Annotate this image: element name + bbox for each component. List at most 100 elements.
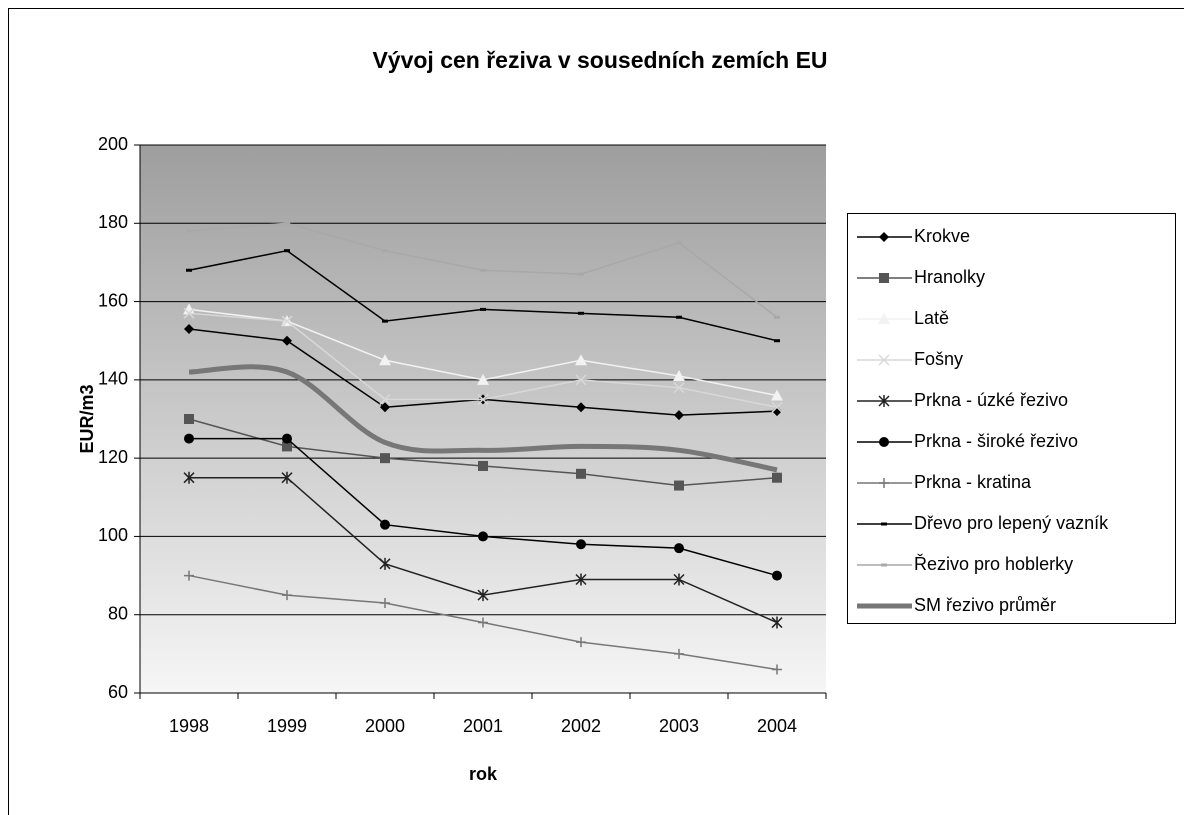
marker bbox=[183, 303, 195, 315]
marker bbox=[576, 402, 586, 413]
marker bbox=[186, 268, 192, 272]
marker bbox=[183, 471, 195, 484]
marker bbox=[879, 273, 889, 283]
marker bbox=[282, 441, 292, 452]
marker bbox=[881, 522, 887, 526]
marker bbox=[774, 315, 780, 319]
y-tick-label: 120 bbox=[98, 447, 128, 467]
x-tick-label: 2004 bbox=[757, 716, 797, 736]
marker bbox=[772, 570, 782, 581]
marker bbox=[878, 354, 890, 366]
marker bbox=[284, 221, 290, 225]
y-tick-label: 80 bbox=[108, 603, 128, 623]
marker bbox=[380, 402, 390, 413]
marker bbox=[575, 354, 587, 366]
marker bbox=[674, 543, 684, 554]
marker bbox=[576, 539, 586, 550]
legend-label: Dřevo pro lepený vazník bbox=[914, 513, 1109, 533]
marker bbox=[379, 354, 391, 366]
marker bbox=[282, 335, 292, 346]
x-axis-label: rok bbox=[469, 764, 498, 784]
marker bbox=[380, 519, 390, 530]
marker bbox=[771, 616, 783, 629]
x-tick-label: 2002 bbox=[561, 716, 601, 736]
marker bbox=[879, 232, 889, 242]
marker bbox=[184, 570, 194, 581]
marker bbox=[578, 272, 584, 276]
marker bbox=[282, 590, 292, 601]
marker bbox=[772, 664, 782, 675]
y-tick-label: 200 bbox=[98, 134, 128, 154]
marker bbox=[184, 433, 194, 444]
legend-label: Řezivo pro hoblerky bbox=[914, 554, 1073, 574]
marker bbox=[282, 433, 292, 444]
marker bbox=[771, 401, 783, 413]
marker bbox=[379, 393, 391, 405]
legend-label: Prkna - široké řezivo bbox=[914, 431, 1078, 451]
x-tick-label: 2003 bbox=[659, 716, 699, 736]
marker bbox=[477, 393, 489, 405]
marker bbox=[184, 323, 194, 334]
marker bbox=[281, 315, 293, 327]
marker bbox=[676, 241, 682, 245]
legend-label: Prkna - úzké řezivo bbox=[914, 390, 1068, 410]
y-tick-label: 180 bbox=[98, 212, 128, 232]
marker bbox=[478, 617, 488, 628]
marker bbox=[879, 437, 889, 447]
marker bbox=[881, 563, 887, 567]
marker bbox=[878, 313, 890, 324]
legend bbox=[847, 213, 1176, 624]
x-tick-label: 1998 bbox=[169, 716, 209, 736]
x-tick-label: 1999 bbox=[267, 716, 307, 736]
marker bbox=[477, 373, 489, 385]
marker bbox=[379, 557, 391, 570]
marker bbox=[575, 374, 587, 386]
marker bbox=[480, 268, 486, 272]
marker bbox=[576, 637, 586, 648]
marker bbox=[674, 480, 684, 491]
x-tick-label: 2000 bbox=[365, 716, 405, 736]
legend-label: SM řezivo průměr bbox=[914, 595, 1056, 615]
marker bbox=[878, 395, 890, 407]
marker bbox=[879, 478, 889, 488]
plot-area bbox=[140, 145, 826, 693]
marker bbox=[673, 369, 685, 381]
y-tick-label: 160 bbox=[98, 290, 128, 310]
marker bbox=[673, 382, 685, 394]
y-tick-label: 140 bbox=[98, 369, 128, 389]
y-axis-label: EUR/m3 bbox=[77, 384, 97, 453]
marker bbox=[480, 307, 486, 311]
series-line bbox=[188, 364, 778, 473]
marker bbox=[771, 389, 783, 401]
marker bbox=[772, 472, 782, 483]
marker bbox=[382, 249, 388, 253]
marker bbox=[186, 229, 192, 233]
marker bbox=[382, 319, 388, 323]
legend-label: Fošny bbox=[914, 349, 963, 369]
marker bbox=[575, 573, 587, 586]
marker bbox=[674, 410, 684, 421]
marker bbox=[772, 406, 782, 417]
marker bbox=[281, 471, 293, 484]
marker bbox=[576, 468, 586, 479]
legend-label: Krokve bbox=[914, 226, 970, 246]
marker bbox=[478, 531, 488, 542]
marker bbox=[183, 307, 195, 319]
marker bbox=[674, 648, 684, 659]
marker bbox=[184, 414, 194, 424]
marker bbox=[578, 311, 584, 315]
marker bbox=[673, 573, 685, 586]
marker bbox=[478, 460, 488, 471]
marker bbox=[676, 315, 682, 319]
y-tick-label: 60 bbox=[108, 682, 128, 702]
marker bbox=[284, 249, 290, 253]
marker bbox=[774, 339, 780, 343]
legend-label: Prkna - kratina bbox=[914, 472, 1032, 492]
x-tick-label: 2001 bbox=[463, 716, 503, 736]
marker bbox=[380, 597, 390, 608]
legend-label: Latě bbox=[914, 308, 949, 328]
marker bbox=[380, 453, 390, 464]
marker bbox=[477, 589, 489, 602]
